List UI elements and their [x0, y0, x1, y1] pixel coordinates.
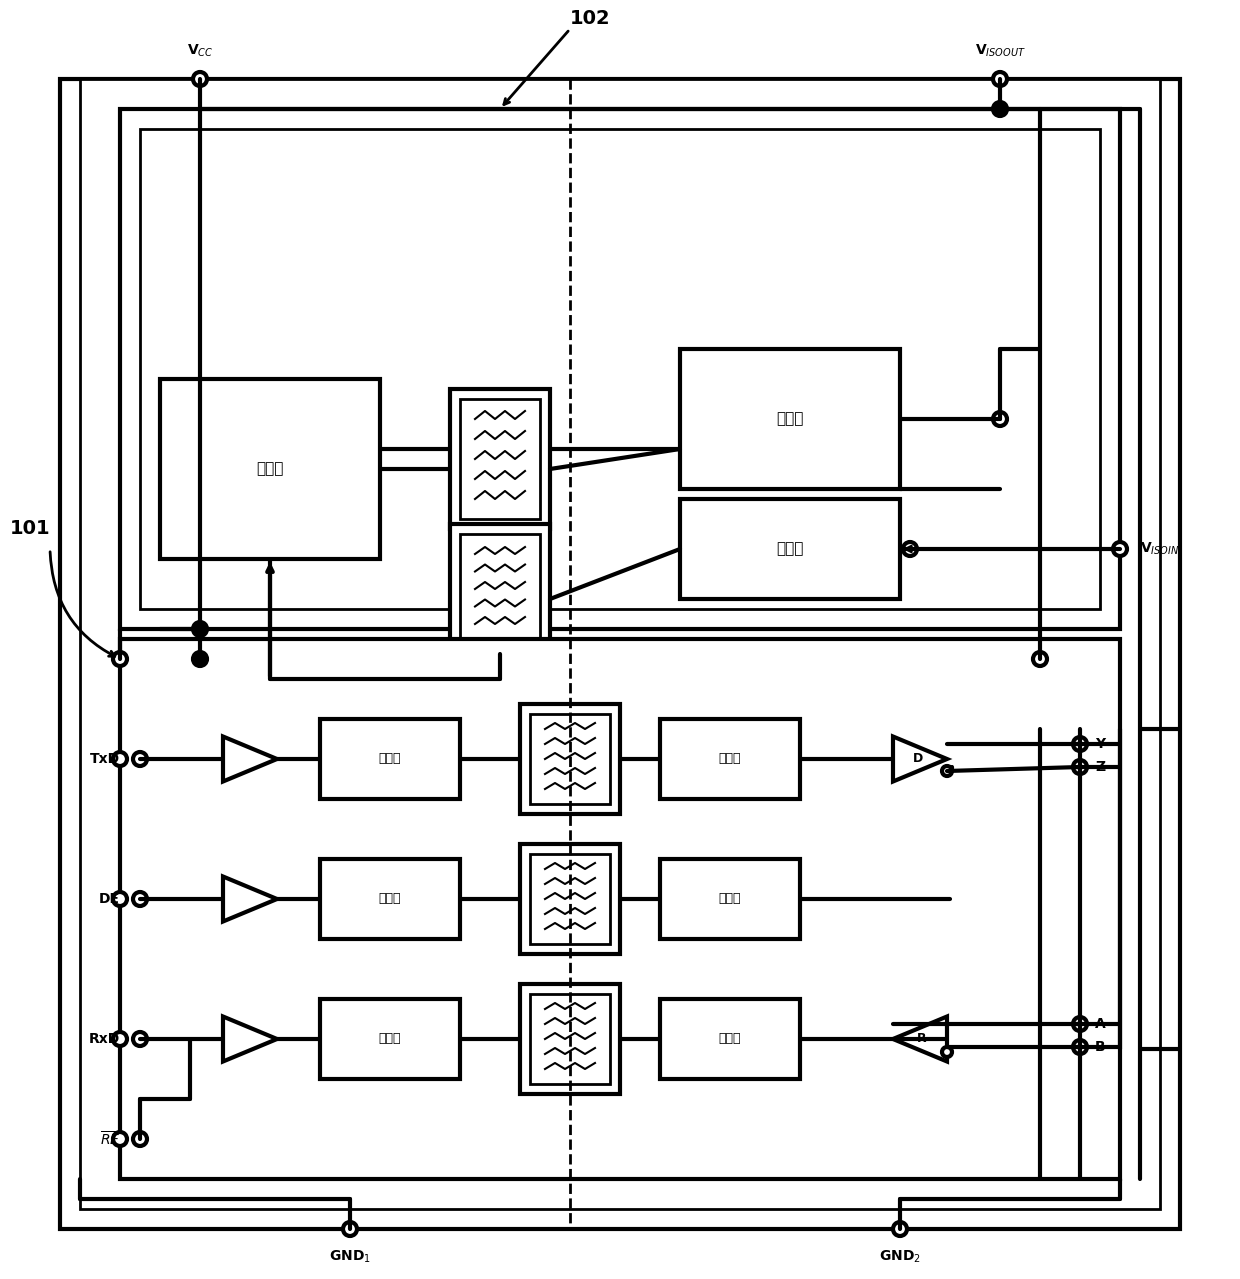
Circle shape [993, 102, 1007, 116]
Text: 整流器: 整流器 [776, 412, 804, 426]
Bar [520, 984, 620, 1094]
Text: V$_{ISOIN}$: V$_{ISOIN}$ [1140, 541, 1179, 558]
Circle shape [1073, 737, 1087, 751]
Text: Y: Y [1095, 737, 1105, 751]
Circle shape [1073, 1017, 1087, 1031]
Bar [520, 703, 620, 813]
Circle shape [1114, 542, 1127, 556]
Polygon shape [893, 1017, 947, 1062]
Text: A: A [1095, 1017, 1106, 1031]
Text: B: B [1095, 1040, 1106, 1054]
Bar [660, 859, 800, 939]
Bar [529, 854, 610, 944]
Text: 编码器: 编码器 [378, 752, 402, 766]
Bar [660, 719, 800, 799]
Circle shape [193, 72, 207, 86]
Polygon shape [223, 876, 277, 921]
Text: DE: DE [99, 891, 120, 906]
Text: 102: 102 [570, 9, 610, 28]
Circle shape [993, 412, 1007, 426]
Bar [450, 389, 551, 530]
Circle shape [1073, 760, 1087, 774]
Bar [460, 535, 539, 645]
Text: V$_{CC}$: V$_{CC}$ [187, 42, 213, 59]
Text: 译码器: 译码器 [719, 1032, 742, 1045]
Text: 稳压器: 稳压器 [776, 541, 804, 556]
Bar [120, 109, 1120, 629]
Text: R: R [918, 1032, 926, 1045]
Circle shape [133, 1032, 148, 1046]
Circle shape [942, 1048, 952, 1056]
Circle shape [133, 891, 148, 906]
Bar [120, 640, 1120, 1179]
Text: $\overline{RE}$: $\overline{RE}$ [99, 1129, 120, 1149]
Circle shape [893, 1221, 906, 1236]
Circle shape [133, 1132, 148, 1146]
Circle shape [113, 752, 126, 766]
Circle shape [993, 72, 1007, 86]
Bar [140, 129, 1100, 609]
Circle shape [133, 752, 148, 766]
Bar [529, 994, 610, 1085]
Bar [320, 859, 460, 939]
Circle shape [942, 766, 952, 776]
Circle shape [903, 542, 918, 556]
Text: 译码器: 译码器 [719, 752, 742, 766]
Text: 振荡器: 振荡器 [257, 462, 284, 477]
Circle shape [1073, 1040, 1087, 1054]
Text: 101: 101 [10, 519, 51, 538]
Circle shape [113, 652, 126, 666]
Text: 编码器: 编码器 [378, 1032, 402, 1045]
Bar [160, 379, 379, 559]
Text: V$_{ISOOUT}$: V$_{ISOOUT}$ [975, 42, 1025, 59]
Bar [81, 79, 1159, 1209]
Circle shape [113, 891, 126, 906]
Bar [680, 499, 900, 599]
Circle shape [193, 622, 207, 636]
Text: 编码器: 编码器 [378, 893, 402, 906]
Bar [320, 719, 460, 799]
Polygon shape [223, 737, 277, 781]
Polygon shape [223, 1017, 277, 1062]
Bar [60, 79, 1180, 1229]
Circle shape [113, 1032, 126, 1046]
Bar [529, 714, 610, 804]
Text: 译码器: 译码器 [719, 893, 742, 906]
Text: GND$_2$: GND$_2$ [879, 1250, 921, 1265]
Bar [320, 999, 460, 1079]
Bar [460, 399, 539, 519]
Text: TxD: TxD [89, 752, 120, 766]
Text: RxD: RxD [89, 1032, 120, 1046]
Circle shape [343, 1221, 357, 1236]
Text: Z: Z [1095, 760, 1105, 774]
Bar [660, 999, 800, 1079]
Bar [680, 349, 900, 489]
Bar [520, 844, 620, 954]
Circle shape [193, 652, 207, 666]
Bar [450, 524, 551, 654]
Text: D: D [913, 752, 923, 766]
Circle shape [113, 1132, 126, 1146]
Circle shape [1033, 652, 1047, 666]
Text: GND$_1$: GND$_1$ [329, 1250, 371, 1265]
Polygon shape [893, 737, 947, 781]
